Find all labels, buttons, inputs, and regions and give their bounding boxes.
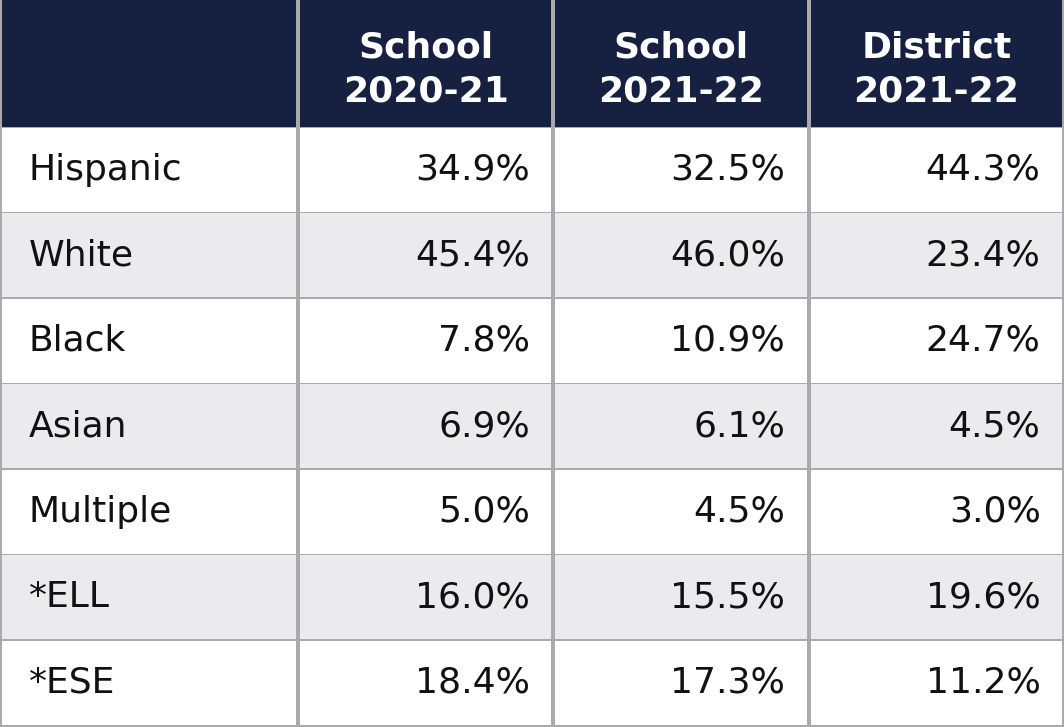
Bar bbox=[555, 470, 807, 554]
Text: 7.8%: 7.8% bbox=[438, 324, 530, 358]
Text: 18.4%: 18.4% bbox=[415, 666, 530, 700]
Text: 32.5%: 32.5% bbox=[670, 153, 785, 187]
Text: District: District bbox=[861, 31, 1012, 65]
Text: School: School bbox=[614, 31, 748, 65]
Bar bbox=[2, 299, 296, 382]
Bar bbox=[555, 213, 807, 297]
Text: *ESE: *ESE bbox=[29, 666, 115, 700]
Text: 2021-22: 2021-22 bbox=[853, 74, 1019, 108]
Bar bbox=[811, 470, 1062, 554]
Text: 4.5%: 4.5% bbox=[949, 409, 1041, 443]
Text: School: School bbox=[359, 31, 493, 65]
Bar bbox=[811, 299, 1062, 382]
Text: 19.6%: 19.6% bbox=[926, 580, 1041, 614]
Text: 5.0%: 5.0% bbox=[438, 494, 530, 529]
Text: Black: Black bbox=[29, 324, 127, 358]
Bar bbox=[2, 640, 296, 725]
Bar bbox=[811, 127, 1062, 212]
Bar bbox=[811, 555, 1062, 639]
Text: 46.0%: 46.0% bbox=[670, 238, 785, 272]
Bar bbox=[300, 470, 551, 554]
Bar bbox=[555, 0, 807, 126]
Bar bbox=[555, 640, 807, 725]
Bar bbox=[811, 213, 1062, 297]
Bar bbox=[811, 640, 1062, 725]
Bar bbox=[300, 555, 551, 639]
Bar bbox=[300, 640, 551, 725]
Bar bbox=[555, 555, 807, 639]
Bar bbox=[555, 299, 807, 382]
Text: 45.4%: 45.4% bbox=[415, 238, 530, 272]
Text: 23.4%: 23.4% bbox=[926, 238, 1041, 272]
Text: White: White bbox=[29, 238, 134, 272]
Text: 6.1%: 6.1% bbox=[694, 409, 785, 443]
Bar bbox=[2, 555, 296, 639]
Text: 16.0%: 16.0% bbox=[415, 580, 530, 614]
Text: 44.3%: 44.3% bbox=[926, 153, 1041, 187]
Bar bbox=[555, 127, 807, 212]
Text: 3.0%: 3.0% bbox=[949, 494, 1041, 529]
Text: 10.9%: 10.9% bbox=[670, 324, 785, 358]
Bar bbox=[300, 0, 551, 126]
Text: 34.9%: 34.9% bbox=[415, 153, 530, 187]
Text: 11.2%: 11.2% bbox=[926, 666, 1041, 700]
Bar bbox=[300, 299, 551, 382]
Bar bbox=[811, 384, 1062, 468]
Text: 15.5%: 15.5% bbox=[670, 580, 785, 614]
Bar bbox=[2, 470, 296, 554]
Text: 2021-22: 2021-22 bbox=[598, 74, 764, 108]
Text: *ELL: *ELL bbox=[29, 580, 110, 614]
Bar bbox=[300, 127, 551, 212]
Bar bbox=[555, 384, 807, 468]
Text: 2020-21: 2020-21 bbox=[343, 74, 509, 108]
Text: Hispanic: Hispanic bbox=[29, 153, 182, 187]
Text: Asian: Asian bbox=[29, 409, 128, 443]
Text: 6.9%: 6.9% bbox=[438, 409, 530, 443]
Bar bbox=[811, 0, 1062, 126]
Bar bbox=[2, 127, 296, 212]
Text: 24.7%: 24.7% bbox=[926, 324, 1041, 358]
Text: Multiple: Multiple bbox=[29, 494, 172, 529]
Text: 4.5%: 4.5% bbox=[694, 494, 785, 529]
Bar bbox=[300, 213, 551, 297]
Bar bbox=[300, 384, 551, 468]
Bar bbox=[2, 384, 296, 468]
Text: 17.3%: 17.3% bbox=[670, 666, 785, 700]
Bar bbox=[2, 213, 296, 297]
Bar bbox=[2, 0, 296, 126]
